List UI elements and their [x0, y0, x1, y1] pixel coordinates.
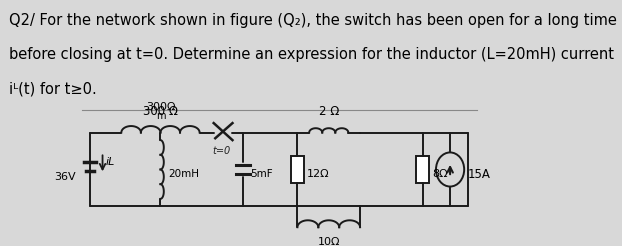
Text: 10Ω: 10Ω	[317, 237, 340, 246]
Text: m: m	[156, 111, 165, 121]
Text: 2 Ω: 2 Ω	[318, 105, 339, 118]
Text: 300Ω: 300Ω	[146, 102, 175, 112]
Text: before closing at t=0. Determine an expression for the inductor (L=20mH) current: before closing at t=0. Determine an expr…	[9, 47, 615, 62]
Text: 300 Ω: 300 Ω	[143, 105, 178, 118]
Text: 12Ω: 12Ω	[307, 169, 330, 179]
Text: 15A: 15A	[467, 168, 490, 181]
Text: 5mF: 5mF	[251, 169, 273, 179]
Text: iᴸ(t) for t≥0.: iᴸ(t) for t≥0.	[9, 81, 97, 96]
Text: 8Ω: 8Ω	[432, 169, 448, 179]
Text: iL: iL	[106, 157, 115, 167]
Bar	[291, 156, 304, 183]
Text: Q2/ For the network shown in figure (Q₂), the switch has been open for a long ti: Q2/ For the network shown in figure (Q₂)…	[9, 13, 617, 28]
Text: t=0: t=0	[212, 146, 231, 156]
Bar	[416, 156, 429, 183]
Text: 20mH: 20mH	[169, 169, 199, 179]
Text: 36V: 36V	[54, 172, 76, 182]
